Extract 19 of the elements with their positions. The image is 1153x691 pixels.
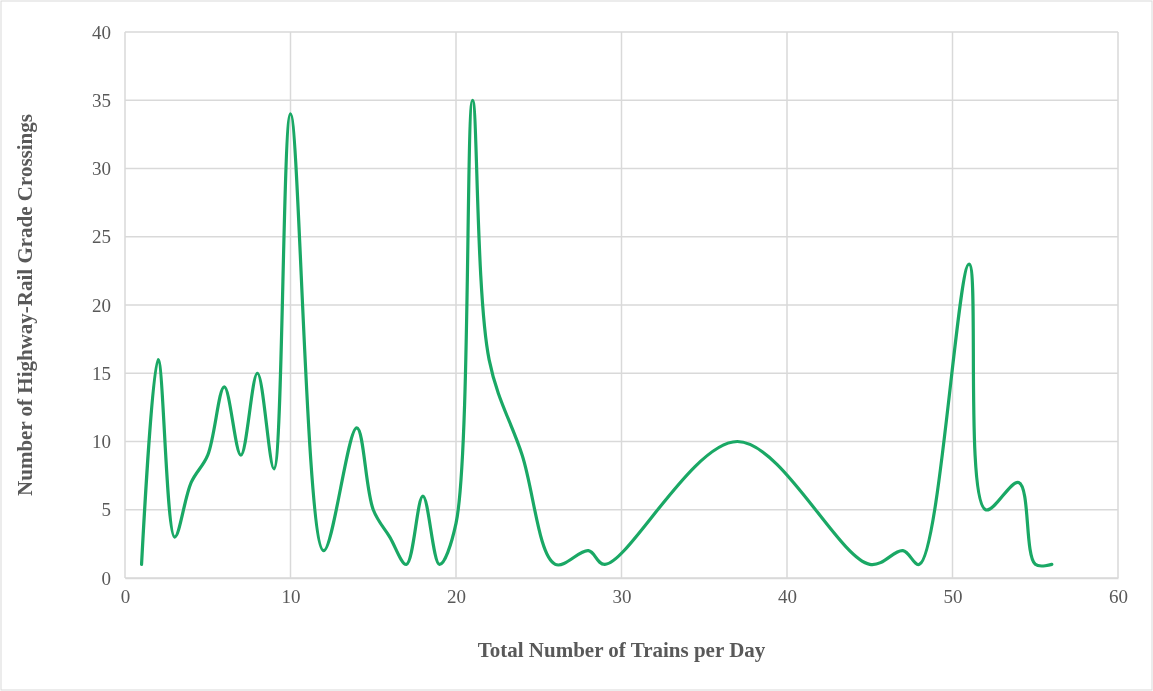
x-tick-label: 0 bbox=[120, 586, 131, 608]
x-tick-label: 30 bbox=[612, 586, 632, 608]
y-axis-title: Number of Highway-Rail Grade Crossings bbox=[13, 114, 37, 496]
line-series bbox=[139, 98, 1054, 566]
x-tick-label: 40 bbox=[778, 586, 797, 608]
x-axis-title: Total Number of Trains per Day bbox=[477, 638, 766, 662]
y-tick-label: 30 bbox=[92, 158, 111, 180]
y-tick-label: 20 bbox=[92, 294, 111, 316]
x-tick-label: 50 bbox=[943, 586, 963, 608]
y-tick-label: 0 bbox=[101, 567, 111, 589]
y-tick-label: 25 bbox=[92, 226, 111, 248]
x-tick-label: 20 bbox=[447, 586, 466, 608]
y-tick-label: 5 bbox=[101, 499, 111, 521]
x-tick-label: 60 bbox=[1109, 586, 1128, 608]
y-tick-label: 40 bbox=[92, 21, 111, 43]
x-tick-label: 10 bbox=[281, 586, 301, 608]
y-tick-label: 15 bbox=[92, 362, 111, 384]
y-tick-label: 35 bbox=[92, 89, 111, 111]
y-tick-label: 10 bbox=[92, 431, 111, 453]
